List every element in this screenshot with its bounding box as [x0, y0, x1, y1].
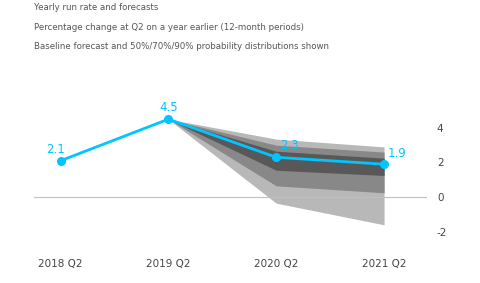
Text: 2.1: 2.1	[46, 143, 64, 156]
Text: Yearly run rate and forecasts: Yearly run rate and forecasts	[34, 3, 158, 12]
Text: Percentage change at Q2 on a year earlier (12-month periods): Percentage change at Q2 on a year earlie…	[34, 23, 303, 32]
Text: 2.3: 2.3	[280, 140, 299, 153]
Text: 4.5: 4.5	[159, 101, 178, 114]
Text: Baseline forecast and 50%/70%/90% probability distributions shown: Baseline forecast and 50%/70%/90% probab…	[34, 42, 329, 52]
Text: 1.9: 1.9	[388, 147, 407, 160]
